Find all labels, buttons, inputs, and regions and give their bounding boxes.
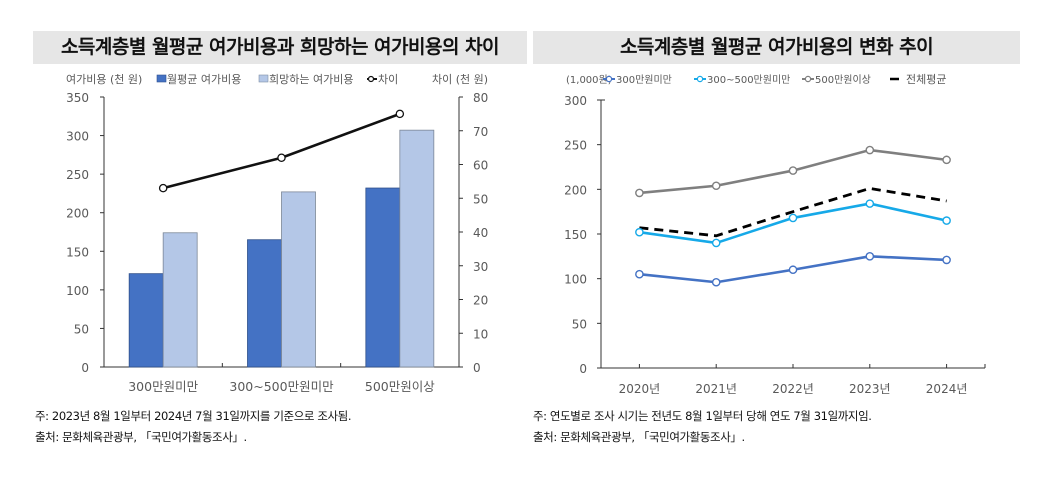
bar-desired: [281, 191, 316, 368]
bar-desired: [399, 129, 435, 368]
y-tick-label: 150: [564, 228, 587, 242]
legend-500-over-label: 500만원이상: [815, 74, 871, 86]
series-300-under-point: [865, 252, 875, 261]
series-300-500-point: [788, 213, 798, 223]
x-tick-label: 2022년: [772, 382, 814, 396]
series-300-500-line: [639, 202, 947, 245]
series-300-500-point: [635, 227, 644, 237]
y-tick-label: 0: [81, 361, 89, 375]
y-tick-label: 250: [564, 139, 587, 153]
series-300-under-point: [788, 265, 798, 275]
legend-label-monthly: 월평균 여가비용: [167, 73, 241, 86]
x-tick-label: 2024년: [926, 382, 968, 396]
series-500-over-point: [788, 166, 798, 175]
y-tick-label: 50: [74, 322, 89, 336]
point-difference: [395, 109, 405, 119]
series-500-over-point: [865, 145, 875, 155]
point-difference: [158, 183, 168, 193]
x-tick-label: 300~500만원미만: [229, 379, 334, 394]
y2-tick-label: 30: [473, 260, 488, 274]
y2-tick-label: 20: [473, 294, 488, 308]
y-axis-label: (1,000원): [566, 74, 612, 86]
bar-monthly: [128, 273, 164, 368]
series-300-under-point: [711, 277, 721, 287]
y2-tick-label: 50: [473, 192, 488, 206]
y-tick-label: 200: [564, 183, 587, 197]
y-tick-label: 50: [572, 317, 587, 331]
series-300-500-point: [865, 199, 875, 208]
y2-tick-label: 70: [473, 125, 488, 139]
x-tick-label: 2023년: [849, 382, 891, 396]
legend-overall-label: 전체평균: [906, 73, 946, 86]
y-axis-label: 여가비용 (천 원): [66, 72, 142, 86]
bar-monthly: [247, 239, 282, 368]
legend-swatch-monthly: [156, 74, 167, 83]
y2-axis-label: 차이 (천 원): [432, 72, 488, 86]
y2-tick-label: 40: [473, 226, 488, 240]
y-tick-label: 300: [66, 130, 89, 144]
legend-300-500-marker: [696, 75, 704, 83]
point-difference: [277, 153, 286, 162]
y-tick-label: 350: [66, 91, 89, 105]
right-chart-title: 소득계층별 월평균 여가비용의 변화 추이: [533, 31, 1020, 64]
x-tick-label: 2021년: [695, 382, 737, 396]
series-500-over-point: [711, 181, 721, 191]
y2-tick-label: 0: [473, 361, 481, 375]
legend-500-over-marker: [804, 75, 812, 83]
bar-monthly: [365, 187, 401, 368]
y2-tick-label: 60: [473, 159, 488, 173]
series-300-under-point: [942, 255, 951, 265]
series-300-under-point: [635, 269, 644, 279]
legend-label-difference: 차이: [378, 73, 398, 86]
y-tick-label: 100: [564, 273, 587, 287]
right-note: 주: 연도별로 조사 시기는 전년도 8월 1일부터 당해 연도 7월 31일까…: [533, 409, 872, 423]
x-tick-label: 500만원이상: [365, 379, 435, 394]
series-300-500-point: [942, 216, 951, 225]
y-tick-label: 200: [66, 207, 89, 221]
series-500-over-point: [942, 155, 951, 165]
right-source: 출처: 문화체육관광부, 「국민여가활동조사」.: [533, 430, 745, 444]
left-chart: 여가비용 (천 원) 월평균 여가비용 희망하는 여가비용 차이 차이 (천 원) 0 50…: [66, 72, 488, 394]
series-500-over-point: [635, 188, 644, 198]
y-tick-label: 0: [579, 362, 587, 376]
legend-300-under-label: 300만원미만: [616, 74, 672, 86]
y2-tick-label: 80: [473, 91, 488, 105]
y-tick-label: 300: [564, 94, 587, 108]
bar-desired: [162, 232, 198, 368]
legend-marker-difference: [367, 75, 375, 83]
legend-300-500-label: 300~500만원미만: [707, 74, 790, 86]
x-tick-label: 2020년: [619, 382, 661, 396]
left-chart-title: 소득계층별 월평균 여가비용과 희망하는 여가비용의 차이: [33, 31, 527, 64]
legend-swatch-desired: [258, 74, 269, 83]
series-300-500-point: [711, 238, 721, 248]
left-note: 주: 2023년 8월 1일부터 2024년 7월 31일까지를 기준으로 조사…: [35, 409, 352, 423]
series-overall-line: [639, 187, 947, 238]
left-source: 출처: 문화체육관광부, 「국민여가활동조사」.: [35, 430, 247, 444]
legend-300-under-marker: [605, 75, 613, 83]
y-tick-label: 250: [66, 168, 89, 182]
x-tick-label: 300만원미만: [128, 379, 198, 394]
legend-label-desired: 희망하는 여가비용: [269, 72, 353, 86]
y-tick-label: 150: [66, 245, 89, 259]
y2-tick-label: 10: [473, 327, 488, 341]
y-tick-label: 100: [66, 284, 89, 298]
